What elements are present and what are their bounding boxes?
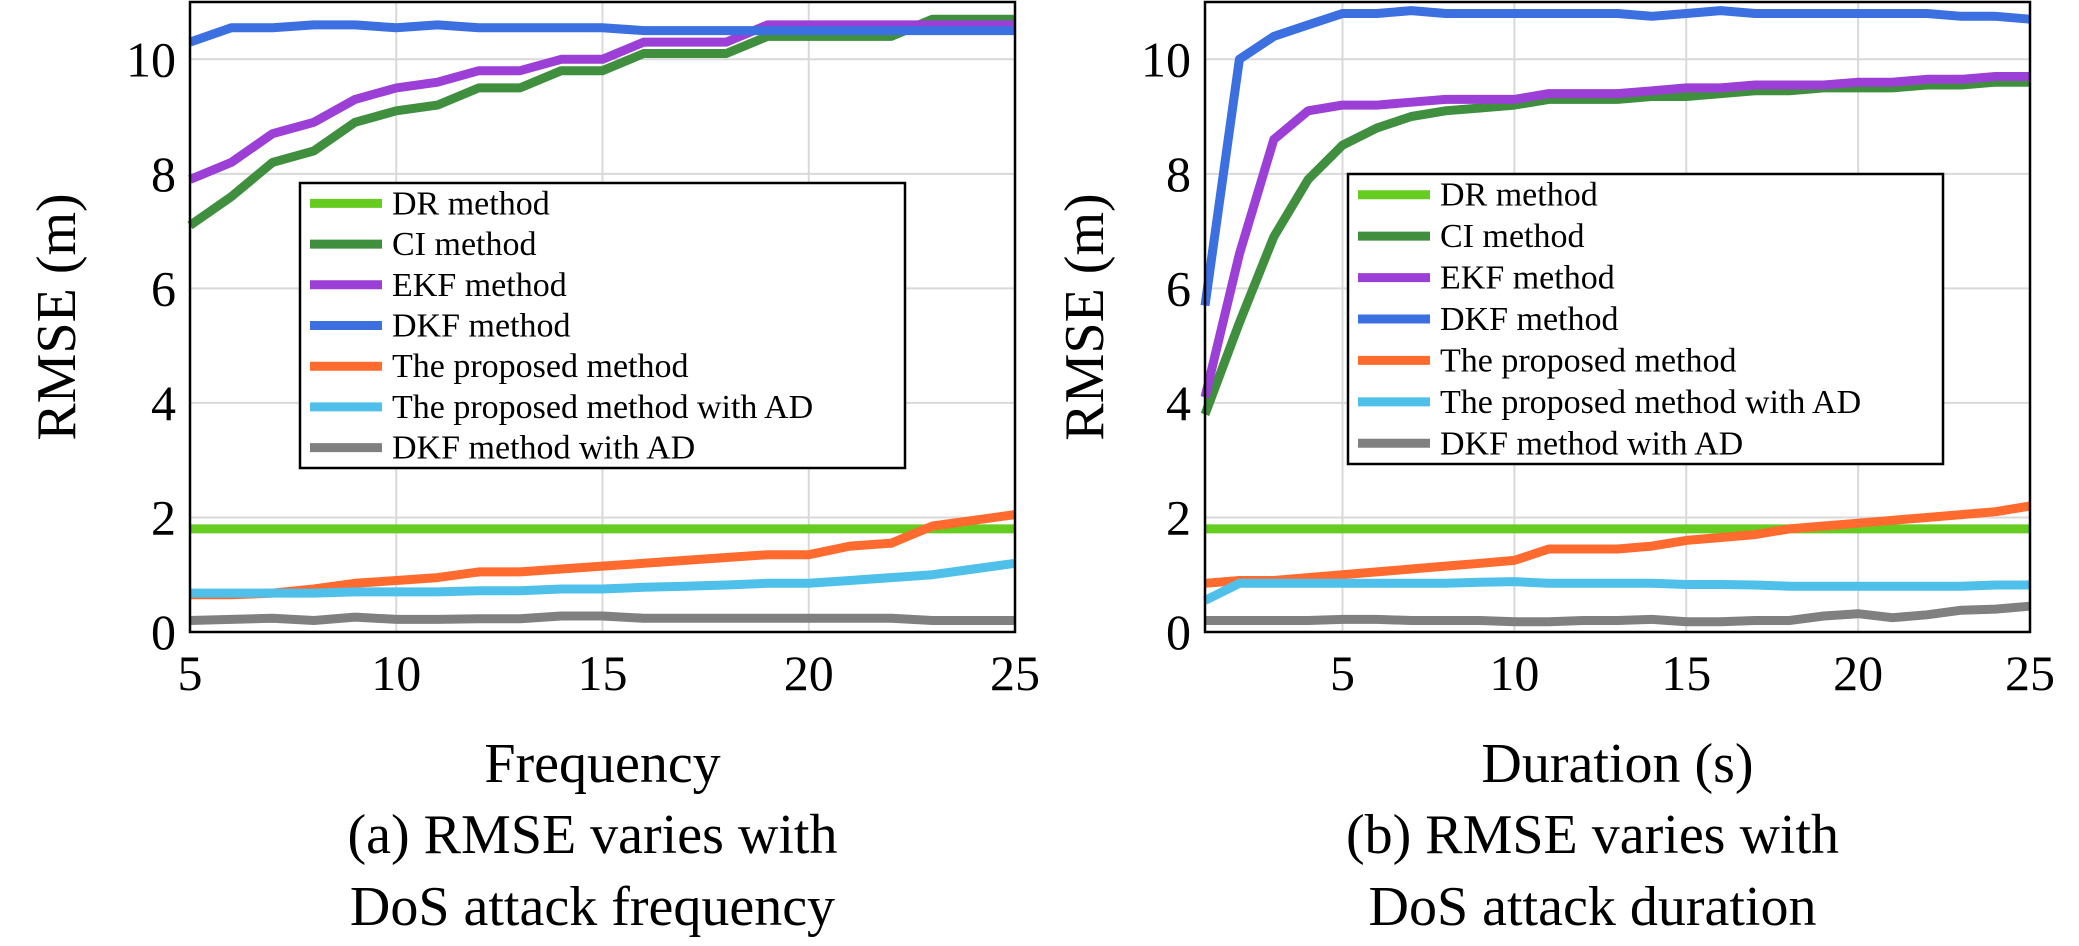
y-tick-label-b-4: 8 (1166, 146, 1191, 202)
caption-line-b-0: (b) RMSE varies with (1346, 804, 1839, 866)
x-tick-label-a-3: 20 (784, 645, 834, 701)
legend-label-b-0: DR method (1440, 177, 1598, 214)
x-tick-label-b-1: 10 (1489, 645, 1539, 701)
series-line-b-2 (1200, 72, 2030, 399)
series-line-a-5 (190, 558, 1016, 598)
y-tick-label-b-5: 10 (1141, 31, 1191, 87)
y-axis-label-a: RMSE (m) (26, 193, 88, 440)
series-line-a-2 (188, 20, 1015, 184)
series-line-a-1 (187, 14, 1015, 230)
y-axis-label-b: RMSE (m) (1054, 193, 1116, 440)
y-tick-label-b-0: 0 (1166, 604, 1191, 660)
legend-label-b-2: EKF method (1440, 260, 1615, 297)
caption-line-a-1: DoS attack frequency (350, 876, 835, 938)
series-line-a-6 (189, 611, 1015, 625)
legend-label-b-3: DKF method (1440, 301, 1619, 338)
caption-line-b-1: DoS attack duration (1369, 876, 1817, 938)
chart-frequency: 5 10 15 20 25 0 2 4 6 8 10 RMSE (m) Frequency (a) RMS… (26, 0, 1040, 938)
legend-label-b-6: DKF method with AD (1440, 425, 1743, 462)
x-tick-label-b-0: 5 (1330, 645, 1355, 701)
y-tick-label-b-2: 4 (1166, 375, 1191, 431)
legend-b: DR method CI method EKF method DKF method Th… (1346, 172, 1945, 466)
series-line-b-4 (1204, 501, 2031, 588)
legend-label-b-5: The proposed method with AD (1440, 384, 1861, 421)
series-line-b-3 (1200, 6, 2031, 307)
legend-label-a-4: The proposed method (392, 348, 689, 385)
plot-frame-a (188, 0, 1017, 634)
x-axis-label-a: Frequency (484, 733, 720, 795)
x-tick-label-a-0: 5 (178, 645, 203, 701)
series-line-a-4 (190, 510, 1016, 600)
legend-box-b (1346, 172, 1945, 466)
x-tick-label-b-3: 20 (1833, 645, 1883, 701)
legend-label-a-6: DKF method with AD (392, 430, 695, 467)
legend-label-b-1: CI method (1440, 218, 1584, 255)
legend-label-a-0: DR method (392, 185, 550, 222)
y-tick-label-a-0: 0 (151, 604, 176, 660)
y-tick-label-a-5: 10 (126, 31, 176, 87)
y-tick-label-a-1: 2 (151, 489, 176, 545)
x-tick-label-a-1: 10 (371, 645, 421, 701)
plot-frame-b (1203, 0, 2032, 634)
chart-duration: 5 10 15 20 25 0 2 4 6 8 10 RMSE (m) Duration (s) (b) … (1054, 0, 2055, 938)
legend-label-a-1: CI method (392, 226, 536, 263)
x-tick-label-b-2: 15 (1661, 645, 1711, 701)
y-tick-label-b-1: 2 (1166, 489, 1191, 545)
series-line-b-1 (1200, 77, 2030, 416)
legend-label-b-4: The proposed method (1440, 342, 1737, 379)
y-tick-label-a-2: 4 (151, 375, 176, 431)
series-line-b-5 (1202, 577, 2030, 605)
y-tick-label-a-3: 6 (151, 260, 176, 316)
x-tick-label-a-4: 25 (990, 645, 1040, 701)
x-axis-label-b: Duration (s) (1481, 733, 1753, 795)
series-line-b-6 (1205, 601, 2031, 627)
legend-label-a-5: The proposed method with AD (392, 389, 813, 426)
y-tick-label-b-3: 6 (1166, 260, 1191, 316)
caption-line-a-0: (a) RMSE varies with (348, 804, 838, 866)
legend-label-a-2: EKF method (392, 267, 567, 304)
legend-box-a (298, 181, 907, 470)
series-line-a-3 (188, 20, 1015, 47)
legend-label-a-3: DKF method (392, 308, 571, 345)
y-tick-label-a-4: 8 (151, 146, 176, 202)
x-tick-label-a-2: 15 (578, 645, 628, 701)
x-tick-label-b-4: 25 (2005, 645, 2055, 701)
